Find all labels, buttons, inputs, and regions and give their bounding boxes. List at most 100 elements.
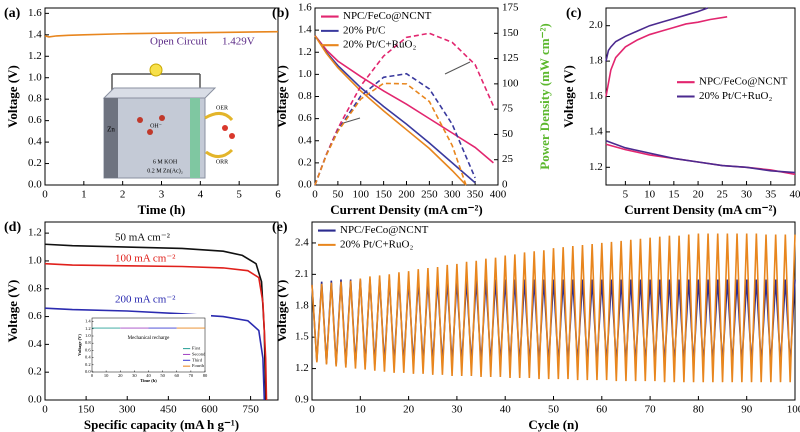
y-axis-label: Voltage (V) bbox=[561, 65, 576, 128]
y2-tick-label: 25 bbox=[502, 153, 514, 165]
y2-tick-label: 175 bbox=[502, 2, 519, 14]
y-tick-label: 1.2 bbox=[589, 161, 603, 173]
pointer-arrows bbox=[339, 61, 471, 125]
series-label: 100 mA cm⁻² bbox=[115, 253, 176, 265]
data-line bbox=[314, 82, 467, 186]
x-tick-label: 80 bbox=[693, 403, 705, 415]
x-tick-label: 400 bbox=[490, 188, 507, 200]
x-tick-label: 80 bbox=[203, 373, 208, 378]
y-tick-label: 0.0 bbox=[28, 394, 42, 406]
x-tick-label: 30 bbox=[132, 373, 137, 378]
y-tick-label: 1.2 bbox=[85, 326, 91, 331]
legend-label: Second bbox=[192, 351, 206, 356]
x-tick-label: 60 bbox=[596, 403, 608, 415]
x-tick-label: 50 bbox=[548, 403, 560, 415]
air-cathode bbox=[190, 98, 200, 178]
x-tick-label: 30 bbox=[451, 403, 463, 415]
data-line bbox=[44, 30, 279, 38]
y-tick-label: 0.4 bbox=[85, 355, 91, 360]
x-axis-label: Time (h) bbox=[138, 202, 186, 217]
y-axis-label: Voltage (V) bbox=[5, 65, 20, 128]
panel-label: (b) bbox=[272, 6, 289, 21]
x-tick-label: 300 bbox=[119, 403, 136, 415]
x-tick-label: 20 bbox=[693, 188, 705, 200]
y-tick-label: 0.0 bbox=[298, 179, 312, 191]
x-tick-label: 450 bbox=[160, 403, 177, 415]
y-tick-label: 1.2 bbox=[298, 46, 312, 58]
inset-label: ORR bbox=[216, 159, 228, 165]
y-tick-label: 1.6 bbox=[298, 2, 312, 14]
x-tick-label: 600 bbox=[201, 403, 218, 415]
data-line bbox=[314, 35, 467, 186]
x-tick-label: 100 bbox=[353, 188, 370, 200]
legend-label: NPC/FeCo@NCNT bbox=[699, 76, 788, 88]
x-tick-label: 200 bbox=[398, 188, 415, 200]
y-tick-label: 0.8 bbox=[28, 282, 42, 294]
data-line bbox=[44, 262, 268, 401]
legend-label: First bbox=[192, 346, 201, 351]
y-tick-label: 0.6 bbox=[85, 347, 91, 352]
y-tick-label: 1.2 bbox=[295, 362, 309, 374]
annotation: Open Circuit bbox=[150, 36, 207, 48]
panel-label: (d) bbox=[4, 220, 21, 235]
x-tick-label: 4 bbox=[198, 188, 204, 200]
legend-label: 20% Pt/C+RuO₂ bbox=[343, 39, 416, 51]
x-axis-label: Time (h) bbox=[140, 378, 157, 383]
arrow bbox=[205, 148, 234, 158]
legend-label: 20% Pt/C+RuO₂ bbox=[699, 90, 772, 102]
y-axis-label: Voltage (V) bbox=[5, 280, 20, 343]
inset-label: OH⁻ bbox=[150, 123, 162, 129]
x-tick-label: 25 bbox=[717, 188, 729, 200]
x-tick-label: 60 bbox=[175, 373, 180, 378]
legend-label: 20% Pt/C+RuO₂ bbox=[340, 238, 413, 250]
data-line bbox=[605, 7, 709, 62]
x-axis-label: Current Density (mA cm⁻²) bbox=[330, 202, 482, 217]
y2-tick-label: 125 bbox=[502, 52, 519, 64]
data-line bbox=[314, 35, 494, 164]
data-line bbox=[311, 279, 796, 365]
x-tick-label: 6 bbox=[275, 188, 281, 200]
ion bbox=[147, 129, 153, 135]
y-tick-label: 0.4 bbox=[28, 136, 42, 148]
x-tick-label: 1 bbox=[81, 188, 87, 200]
x-tick-label: 40 bbox=[790, 188, 800, 200]
y-tick-label: 0.0 bbox=[85, 369, 91, 374]
y-tick-label: 1.0 bbox=[85, 333, 91, 338]
x-axis-label: Current Density (mA cm⁻²) bbox=[624, 202, 776, 217]
data-line bbox=[314, 35, 476, 184]
y2-tick-label: 75 bbox=[502, 103, 514, 115]
y-tick-label: 1.6 bbox=[28, 7, 42, 19]
legend-label: NPC/FeCo@NCNT bbox=[340, 224, 429, 236]
plot-frame bbox=[44, 221, 279, 401]
y-tick-label: 0.8 bbox=[28, 93, 42, 105]
y-tick-label: 0.8 bbox=[85, 340, 91, 345]
y-tick-label: 2.1 bbox=[295, 268, 309, 280]
panel-label: (a) bbox=[4, 6, 21, 21]
x-tick-label: 90 bbox=[741, 403, 753, 415]
y-axis-label: Voltage (V) bbox=[274, 280, 289, 343]
x-tick-label: 10 bbox=[355, 403, 367, 415]
x-tick-label: 10 bbox=[644, 188, 656, 200]
cell-body bbox=[103, 97, 206, 179]
legend-label: 20% Pt/C bbox=[343, 24, 385, 36]
y-tick-label: 1.2 bbox=[28, 227, 42, 239]
y-tick-label: 1.0 bbox=[28, 71, 42, 83]
series-label: 50 mA cm⁻² bbox=[115, 232, 171, 244]
cell-schematic: Zn OH⁻ 6 M KOH 0.2 M Zn(Ac)₂ OER ORR bbox=[102, 63, 235, 179]
y-tick-label: 0.8 bbox=[298, 90, 312, 102]
y-tick-label: 0.6 bbox=[298, 112, 312, 124]
x-tick-label: 40 bbox=[500, 403, 512, 415]
oxygen bbox=[222, 125, 228, 131]
data-line bbox=[605, 16, 728, 97]
y-tick-label: 1.8 bbox=[295, 299, 309, 311]
y-tick-label: 0.2 bbox=[28, 366, 42, 378]
y-tick-label: 1.8 bbox=[589, 55, 603, 67]
zn-plate bbox=[104, 98, 118, 178]
y-tick-label: 0.9 bbox=[295, 394, 309, 406]
arrow bbox=[444, 61, 471, 75]
x-axis-label: Specific capacity (mA h g⁻¹) bbox=[84, 417, 239, 432]
x-tick-label: 30 bbox=[741, 188, 753, 200]
ion bbox=[137, 117, 143, 123]
